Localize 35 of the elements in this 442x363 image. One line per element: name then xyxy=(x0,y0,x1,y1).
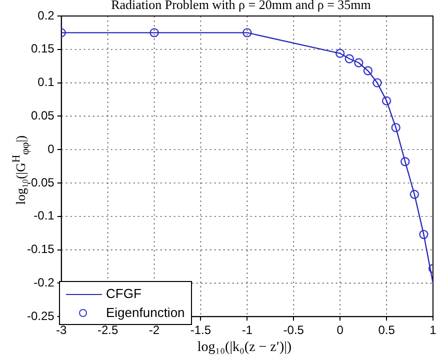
point xyxy=(400,157,410,166)
y-tick-label: -0.2 xyxy=(34,276,55,290)
x-tick-label: 1 xyxy=(430,323,437,338)
x-tick-label: 0.5 xyxy=(378,323,396,338)
point xyxy=(410,190,420,199)
point xyxy=(372,78,382,88)
y-tick-label: -0.1 xyxy=(34,208,55,223)
point xyxy=(391,122,400,132)
y-tick-label: 0.15 xyxy=(30,42,55,56)
x-tick-label: -2 xyxy=(148,323,160,338)
point xyxy=(242,28,252,38)
point xyxy=(363,66,373,76)
x-tick-label: -0.5 xyxy=(283,323,304,338)
x-tick-label: -2.5 xyxy=(97,323,118,338)
x-tick-label: -1.5 xyxy=(190,323,212,338)
y-tick-label: 0.05 xyxy=(30,108,55,123)
point xyxy=(419,230,428,240)
point xyxy=(150,28,159,38)
point xyxy=(344,54,354,64)
y-tick-label: 0.1 xyxy=(38,75,55,90)
x-tick-label: 0 xyxy=(336,323,344,338)
x-tick-label: -1 xyxy=(242,323,253,338)
y-tick-label: -0.25 xyxy=(26,308,55,323)
y-tick-label: -0.05 xyxy=(26,175,55,190)
y-tick-label: 0 xyxy=(48,142,55,156)
point xyxy=(382,96,392,106)
x-axis-title: log₁₀(|k₀(z − z′)|) xyxy=(196,340,293,356)
legend-label: Eigenfunction xyxy=(106,305,185,320)
x-tick-label: -3 xyxy=(56,323,68,338)
y-tick-label: -0.15 xyxy=(26,242,55,256)
chart-title: Radiation Problem with ρ = 20mm and ρ = 35mm xyxy=(111,0,371,12)
y-tick-label: 0.2 xyxy=(38,8,55,22)
point xyxy=(354,58,364,68)
point xyxy=(335,48,345,58)
legend-label: CFGF xyxy=(106,286,142,301)
